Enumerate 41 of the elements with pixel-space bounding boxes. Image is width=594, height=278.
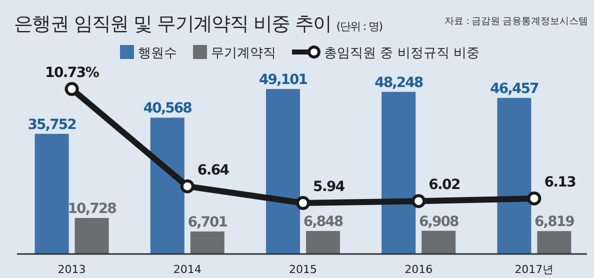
x-tick-label: 2014 — [173, 263, 202, 276]
bar — [306, 230, 340, 254]
data-label: 49,101 — [258, 72, 308, 88]
bar — [382, 92, 416, 254]
data-label: 6,819 — [534, 214, 574, 230]
bar — [497, 98, 532, 254]
legend-label: 총임직원 중 비정규직 비중 — [324, 46, 480, 61]
data-label: 6,908 — [418, 214, 458, 230]
data-label: 6,848 — [303, 214, 343, 230]
data-label: 10.73% — [45, 65, 100, 81]
data-label: 10,728 — [68, 200, 116, 217]
data-label: 48,248 — [374, 74, 423, 91]
text: 자료 : 금감원 금융통계정보시스템 — [444, 16, 588, 27]
x-tick-label: 2013 — [58, 263, 86, 276]
data-label: 35,752 — [28, 116, 76, 133]
bar — [537, 231, 572, 254]
point — [180, 179, 194, 194]
point — [412, 194, 426, 208]
bar — [74, 218, 109, 254]
chart-subtitle: (단위 : 명) — [336, 20, 383, 33]
data-label: 40,568 — [143, 100, 192, 117]
bar — [190, 231, 224, 254]
data-label: 46,457 — [490, 80, 538, 97]
data-label: 6,701 — [188, 214, 228, 230]
data-label: 5.94 — [313, 179, 346, 195]
chart-title: 은행권 임직원 및 무기계약직 비중 추이 — [14, 13, 332, 35]
x-tick-label: 2017년 — [514, 263, 554, 276]
bar — [266, 89, 300, 254]
x-tick-label: 2015 — [289, 263, 317, 276]
legend-label: 행원수 — [138, 46, 177, 61]
point — [527, 191, 542, 206]
x-tick-label: 2016 — [404, 263, 433, 276]
data-label: 6.64 — [197, 162, 230, 178]
bar — [34, 134, 69, 254]
bar — [150, 118, 184, 254]
legend-label: 무기계약직 — [211, 46, 276, 61]
point — [64, 82, 79, 96]
bar — [422, 230, 456, 254]
point — [296, 196, 310, 210]
data-label: 6.13 — [544, 174, 576, 190]
data-label: 6.02 — [428, 177, 460, 194]
